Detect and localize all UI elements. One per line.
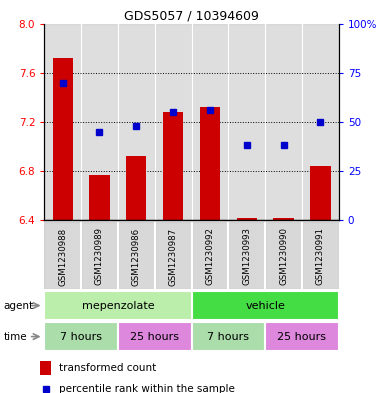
Bar <box>228 24 265 220</box>
Text: mepenzolate: mepenzolate <box>82 301 154 310</box>
Text: time: time <box>4 332 27 342</box>
Text: agent: agent <box>4 301 34 310</box>
Text: GSM1230986: GSM1230986 <box>132 228 141 286</box>
Bar <box>89 174 110 220</box>
Bar <box>228 222 265 289</box>
Bar <box>265 222 302 289</box>
Bar <box>302 24 339 220</box>
Text: percentile rank within the sample: percentile rank within the sample <box>59 384 235 393</box>
Text: 7 hours: 7 hours <box>208 332 249 342</box>
Bar <box>192 24 228 220</box>
Bar <box>192 322 265 351</box>
Bar <box>155 24 192 220</box>
Bar <box>155 222 192 289</box>
Text: GSM1230989: GSM1230989 <box>95 228 104 285</box>
Text: GSM1230987: GSM1230987 <box>169 228 177 286</box>
Bar <box>163 112 183 220</box>
Bar <box>118 222 155 289</box>
Bar <box>44 222 81 289</box>
Text: 7 hours: 7 hours <box>60 332 102 342</box>
Text: transformed count: transformed count <box>59 363 157 373</box>
Bar <box>53 58 73 220</box>
Bar <box>81 24 118 220</box>
Title: GDS5057 / 10394609: GDS5057 / 10394609 <box>124 9 259 22</box>
Bar <box>237 218 257 220</box>
Bar <box>44 291 192 320</box>
Bar <box>40 361 51 375</box>
Bar <box>192 222 228 289</box>
Bar <box>81 222 118 289</box>
Bar <box>44 24 81 220</box>
Text: GSM1230993: GSM1230993 <box>242 228 251 285</box>
Bar <box>126 156 146 220</box>
Bar <box>273 218 294 220</box>
Text: 25 hours: 25 hours <box>278 332 326 342</box>
Bar <box>265 322 339 351</box>
Bar <box>302 222 339 289</box>
Text: GSM1230988: GSM1230988 <box>58 228 67 286</box>
Bar <box>200 107 220 220</box>
Text: GSM1230990: GSM1230990 <box>279 228 288 285</box>
Bar <box>118 24 155 220</box>
Bar <box>310 166 330 220</box>
Text: 25 hours: 25 hours <box>130 332 179 342</box>
Text: GSM1230992: GSM1230992 <box>206 228 214 285</box>
Text: GSM1230991: GSM1230991 <box>316 228 325 285</box>
Bar <box>118 322 192 351</box>
Bar <box>192 291 339 320</box>
Text: vehicle: vehicle <box>245 301 285 310</box>
Bar <box>265 24 302 220</box>
Bar <box>44 322 118 351</box>
